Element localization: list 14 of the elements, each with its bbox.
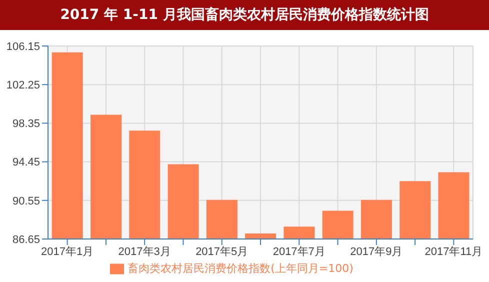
y-tick-label: 106.15	[6, 40, 40, 53]
x-tick-label: 2017年1月	[41, 246, 94, 258]
legend-label: 畜肉类农村居民消费价格指数(上年同月=100)	[128, 262, 354, 275]
y-tick-label: 94.45	[12, 156, 40, 169]
x-tick-label: 2017年11月	[424, 246, 483, 258]
y-tick-label: 86.65	[12, 234, 40, 246]
y-tick-label: 90.55	[12, 195, 40, 208]
chart-title: 2017 年 1-11 月我国畜肉类农村居民消费价格指数统计图	[0, 0, 489, 30]
y-tick-label: 102.25	[6, 80, 40, 92]
x-tick-label: 2017年9月	[350, 246, 403, 258]
x-tick-label: 2017年7月	[272, 246, 326, 258]
x-tick-label: 2017年3月	[118, 246, 171, 258]
y-tick-label: 98.35	[12, 118, 40, 130]
x-tick-label: 2017年5月	[196, 246, 248, 258]
